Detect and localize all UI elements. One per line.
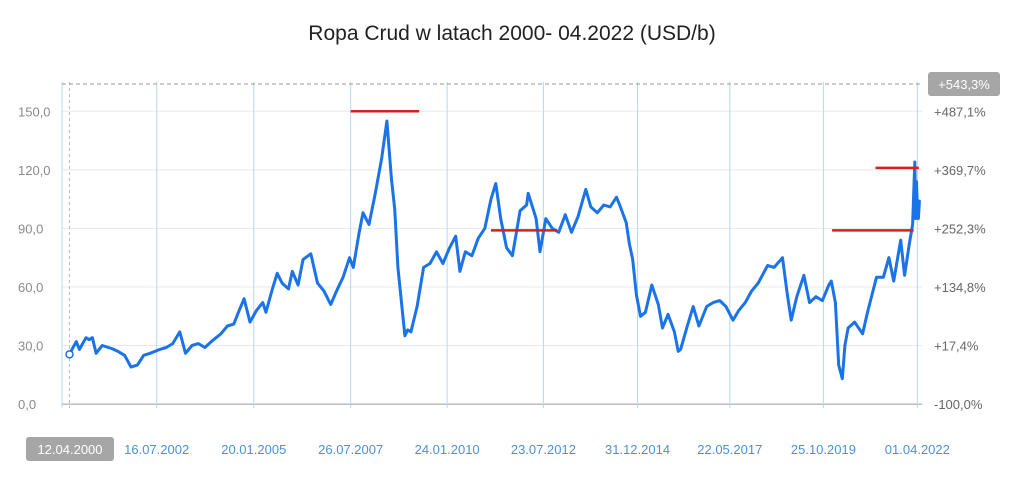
- x-tick-label: 25.10.2019: [791, 442, 856, 457]
- y-tick-label: 150,0: [18, 104, 51, 119]
- y-tick-label: 90,0: [18, 221, 43, 236]
- x-tick-label: 31.12.2014: [605, 442, 670, 457]
- y-tick-label: 30,0: [18, 339, 43, 354]
- x-tick-label: 23.07.2012: [511, 442, 576, 457]
- x-tick-label: 12.04.2000: [37, 442, 102, 457]
- y-right-tick-label: +134,8%: [934, 280, 986, 295]
- y-tick-label: 0,0: [18, 397, 36, 412]
- x-tick-label: 24.01.2010: [415, 442, 480, 457]
- x-tick-label: 16.07.2002: [124, 442, 189, 457]
- start-point-marker: [65, 350, 74, 359]
- y-tick-label: 120,0: [18, 163, 51, 178]
- reference-label: +543,3%: [938, 77, 990, 92]
- y-right-tick-label: +487,1%: [934, 104, 986, 119]
- y-right-tick-label: +252,3%: [934, 221, 986, 236]
- reference-badge: [928, 71, 1000, 96]
- x-tick-label: 26.07.2007: [318, 442, 383, 457]
- x-tick-label: 22.05.2017: [697, 442, 762, 457]
- y-right-tick-label: +369,7%: [934, 163, 986, 178]
- y-right-tick-label: -100,0%: [934, 397, 983, 412]
- y-tick-label: 60,0: [18, 280, 43, 295]
- x-tick-label: 01.04.2022: [885, 442, 950, 457]
- series-line: [68, 119, 921, 381]
- y-right-tick-label: +17,4%: [934, 339, 979, 354]
- chart-title: Ropa Crud w latach 2000- 04.2022 (USD/b): [308, 22, 716, 45]
- x-cursor-badge: [26, 437, 114, 461]
- x-tick-label: 20.01.2005: [221, 442, 286, 457]
